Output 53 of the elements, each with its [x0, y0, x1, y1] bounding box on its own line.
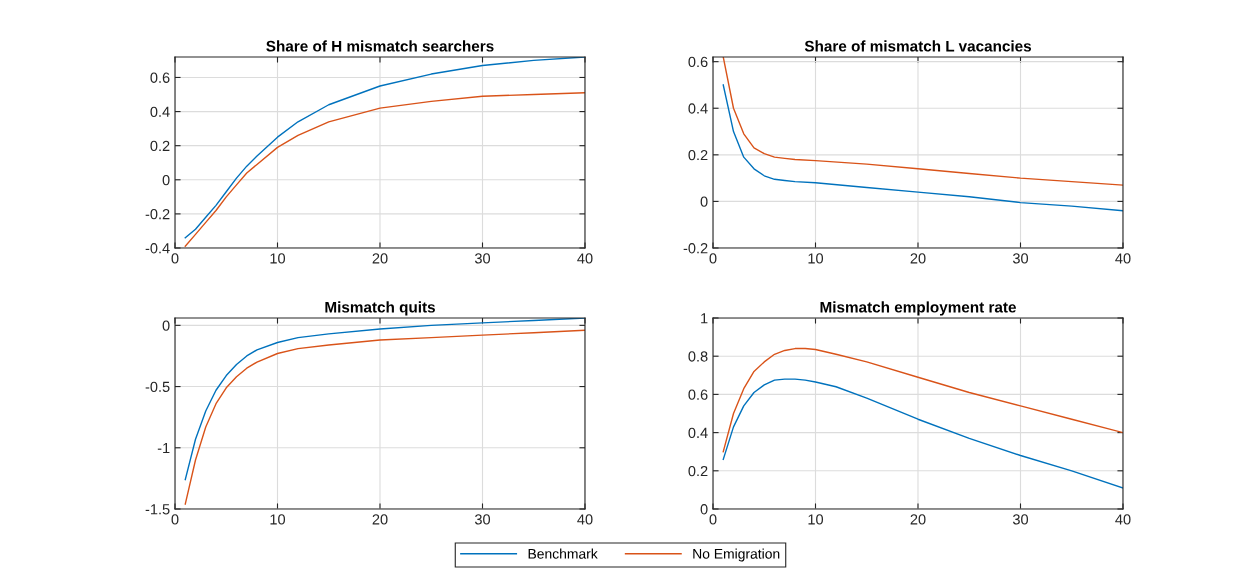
x-tick-label: 30 [474, 514, 491, 525]
y-tick-label: 0.2 [688, 465, 708, 477]
line-series [184, 92, 585, 247]
x-tick-label: 10 [270, 514, 286, 525]
x-tick-label: 0 [709, 514, 717, 525]
y-tick-label: 0.4 [688, 103, 708, 114]
x-tick-label: 10 [808, 253, 824, 264]
x-tick-label: 40 [1115, 253, 1131, 264]
legend-label: Benchmark [528, 548, 598, 559]
x-tick-label: 20 [910, 253, 926, 264]
y-tick-label: 0.8 [688, 351, 708, 362]
x-tick-label: 20 [372, 253, 388, 264]
line-series [722, 378, 1123, 489]
x-tick-label: 40 [577, 514, 593, 525]
x-tick-label: 0 [171, 514, 179, 525]
y-tick-label: -1.5 [145, 504, 170, 515]
x-tick-label: 30 [1012, 514, 1029, 525]
y-tick-label: -1 [157, 443, 170, 454]
y-tick-label: -0.2 [145, 208, 170, 220]
y-tick-label: -0.2 [683, 243, 708, 254]
y-tick-label: -0.4 [145, 243, 170, 254]
x-tick-label: 20 [372, 514, 388, 525]
line-series [184, 329, 585, 505]
x-tick-label: 0 [171, 253, 179, 264]
y-tick-label: 0.4 [150, 106, 170, 117]
y-tick-label: 0 [700, 504, 708, 515]
chart-title: Mismatch quits [325, 301, 435, 316]
line-series [722, 347, 1123, 453]
legend-label: No Emigration [693, 548, 780, 562]
y-tick-label: 0.4 [688, 427, 708, 439]
chart-title: Share of mismatch L vacancies [804, 40, 1032, 52]
y-tick-label: 1 [701, 313, 708, 324]
line-series [722, 84, 1123, 212]
chart-title: Share of H mismatch searchers [266, 40, 494, 52]
x-tick-label: 30 [1012, 253, 1029, 264]
chart-title: Mismatch employment rate [820, 301, 1016, 316]
y-tick-label: 0 [162, 174, 170, 186]
y-tick-label: 0.2 [150, 140, 170, 152]
x-tick-label: 40 [1115, 514, 1131, 525]
y-tick-label: 0.6 [150, 72, 170, 83]
x-tick-label: 30 [474, 253, 491, 264]
y-tick-label: 0 [700, 196, 708, 207]
y-tick-label: 0.6 [688, 56, 708, 68]
y-tick-label: 0.6 [688, 389, 708, 400]
y-tick-label: 0.2 [688, 149, 708, 161]
line-series [722, 57, 1123, 186]
y-tick-label: 0 [162, 320, 170, 331]
x-tick-label: 0 [709, 253, 717, 264]
x-tick-label: 10 [270, 253, 286, 264]
x-tick-label: 10 [808, 514, 824, 525]
y-tick-label: -0.5 [145, 381, 170, 392]
x-tick-label: 40 [577, 253, 593, 264]
x-tick-label: 20 [910, 514, 926, 525]
